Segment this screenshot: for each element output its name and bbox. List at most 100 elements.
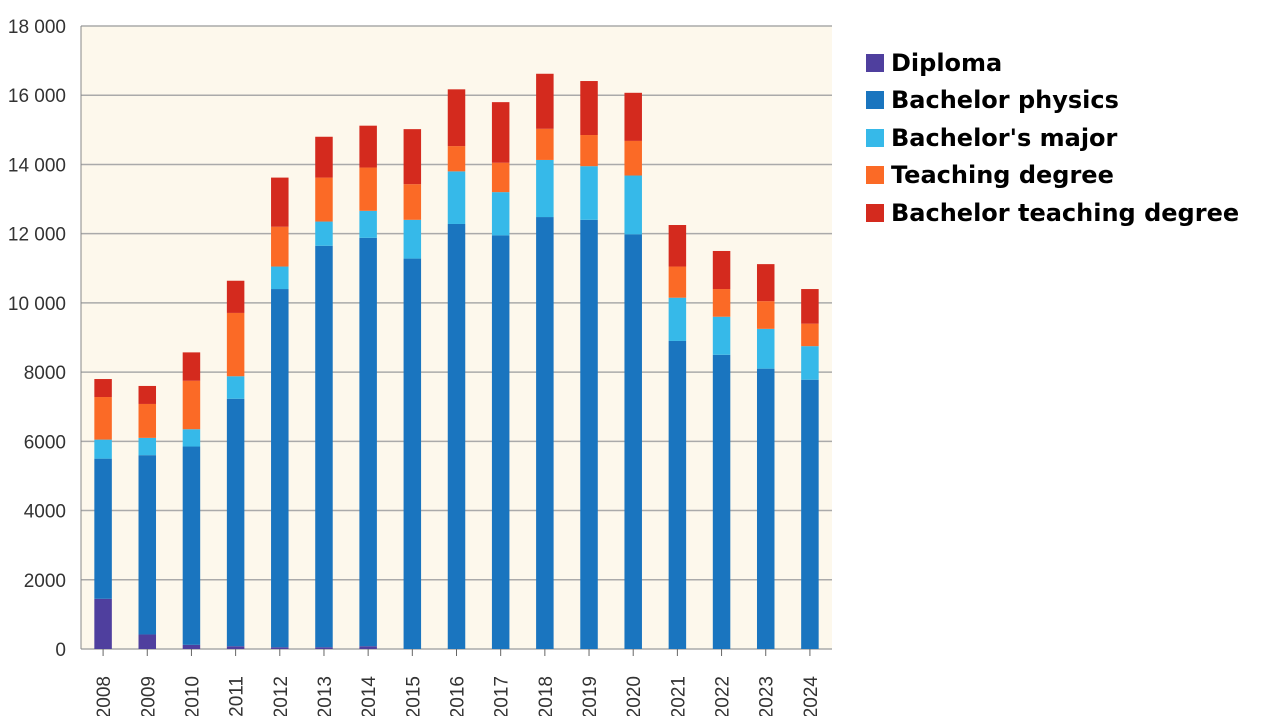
bar-segment [624,175,642,235]
legend-swatch [866,53,884,72]
x-tick-label: 2019 [580,676,601,716]
bar-segment [491,192,510,236]
bar-segment [271,647,289,649]
bar-segment [801,346,819,380]
x-tick-label: 2015 [403,676,424,716]
bar-segment [138,634,157,649]
bar-segment [359,167,377,211]
y-tick-label: 16 000 [8,86,66,107]
legend-label: Bachelor's major [891,123,1118,152]
x-tick-label: 2016 [448,676,469,716]
y-tick-label: 18 000 [8,17,66,38]
bar-segment [226,646,245,649]
bar-segment [491,102,510,163]
bar-segment [315,647,333,649]
legend-item: Diploma [866,44,1239,82]
bar-segment [580,166,598,220]
legend-item: Bachelor's major [866,119,1239,157]
legend-item: Teaching degree [866,157,1239,195]
bar-segment [138,403,157,438]
x-tick-label: 2017 [492,676,513,716]
y-tick-label: 14 000 [8,155,66,176]
legend-label: Bachelor physics [891,86,1119,115]
x-tick-label: 2012 [271,676,292,716]
bar-segment [359,210,377,238]
legend-swatch [866,91,884,110]
bar-segment [668,297,687,341]
bar-segment [624,234,642,649]
legend-label: Diploma [891,48,1003,77]
bar-segment [447,146,466,172]
y-tick-label: 4000 [24,502,66,523]
bar-segment [94,458,112,599]
bar-segment [271,289,289,648]
bar-segment [447,171,466,224]
bar-segment [271,226,289,267]
y-tick-label: 6000 [24,432,66,453]
bar-segment [315,245,333,648]
bar-segment [226,398,245,647]
bar-segment [624,92,642,141]
bar-segment [756,264,775,302]
bar-segment [801,379,819,649]
bar-segment [491,162,510,193]
legend: Diploma Bachelor physics Bachelor's major T… [866,44,1239,232]
bar-segment [756,301,775,329]
legend-swatch [866,128,884,147]
bar-segment [315,177,333,222]
bar-segment [580,135,598,167]
legend-item: Bachelor teaching degree [866,194,1239,232]
legend-item: Bachelor physics [866,82,1239,120]
bar-segment [359,237,377,647]
bar-segment [138,385,157,404]
bar-segment [668,340,687,649]
bar-segment [359,646,377,649]
y-tick-label: 12 000 [8,225,66,246]
bar-segment [668,225,687,267]
bar-segment [271,177,289,227]
bar-segment [138,455,157,635]
bar-segment [226,376,245,399]
x-tick-label: 2023 [757,676,778,716]
bar-segment [403,184,422,220]
bar-segment [94,379,112,398]
x-tick-label: 2021 [668,676,689,716]
bar-segment [271,266,289,290]
x-tick-label: 2024 [801,676,822,716]
bars [94,73,819,650]
bar-segment [801,323,819,347]
bar-segment [712,289,731,317]
y-tick-label: 8000 [24,363,66,384]
bar-segment [624,140,642,176]
bar-segment [447,223,466,649]
bar-segment [182,429,201,447]
x-tick-label: 2022 [713,676,734,716]
bar-segment [359,125,377,168]
bar-segment [182,644,201,649]
bar-segment [756,368,775,649]
bar-segment [315,221,333,246]
bar-segment [403,129,422,185]
bar-segment [668,266,687,298]
x-tick-label: 2009 [138,676,159,716]
bar-segment [182,446,201,645]
bar-segment [226,312,245,377]
bar-segment [182,352,201,381]
bar-segment [712,354,731,649]
bar-segment [536,128,554,160]
bar-segment [403,258,422,649]
bar-segment [315,136,333,178]
bar-segment [536,73,554,129]
bar-segment [491,235,510,649]
x-tick-label: 2008 [94,676,115,716]
x-tick-label: 2011 [227,676,248,716]
bar-segment [94,598,112,649]
bar-segment [712,316,731,355]
y-tick-label: 2000 [24,571,66,592]
bar-segment [447,89,466,147]
bar-segment [756,328,775,369]
x-tick-label: 2020 [624,676,645,716]
bar-segment [403,219,422,259]
x-tick-label: 2018 [536,676,557,716]
